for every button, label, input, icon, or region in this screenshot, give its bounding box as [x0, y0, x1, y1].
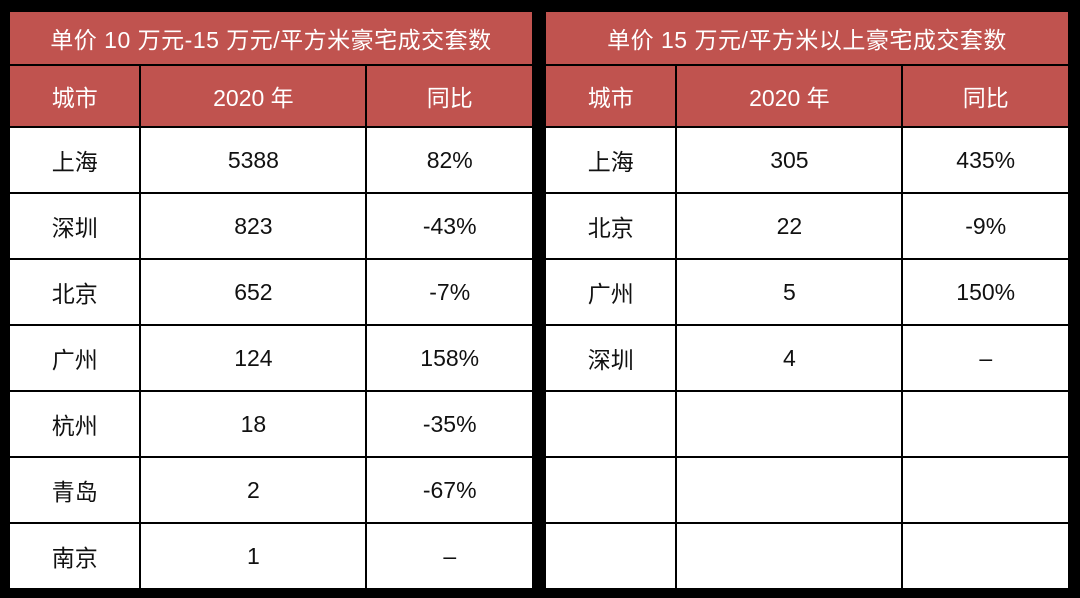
table-row: 深圳 823 -43% — [7, 192, 534, 260]
cell-yoy: -35% — [365, 390, 534, 458]
table-price-above-15: 单价 15 万元/平方米以上豪宅成交套数 城市 2020 年 同比 上海 305… — [543, 10, 1070, 590]
column-header-yoy: 同比 — [365, 64, 534, 128]
table-row-empty — [543, 456, 1070, 524]
column-header-row: 城市 2020 年 同比 — [543, 64, 1070, 128]
cell-2020-count: 652 — [139, 258, 368, 326]
table-row: 青岛 2 -67% — [7, 456, 534, 524]
cell-yoy: 150% — [901, 258, 1070, 326]
table-title-row: 单价 10 万元-15 万元/平方米豪宅成交套数 — [8, 10, 534, 66]
column-header-2020: 2020 年 — [139, 64, 368, 128]
column-header-row: 城市 2020 年 同比 — [7, 64, 534, 128]
cell-yoy: -67% — [365, 456, 534, 524]
cell-yoy: -9% — [901, 192, 1070, 260]
cell-yoy: 82% — [365, 126, 534, 194]
cell-city: 北京 — [7, 258, 142, 326]
cell-2020-count: 124 — [139, 324, 368, 392]
cell-city: 上海 — [7, 126, 142, 194]
cell-city: 广州 — [543, 258, 678, 326]
cell-city: 南京 — [7, 522, 142, 590]
table-row-empty — [543, 390, 1070, 458]
cell-city: 广州 — [7, 324, 142, 392]
table-row: 北京 652 -7% — [7, 258, 534, 326]
cell-2020-count — [675, 390, 904, 458]
cell-yoy — [901, 390, 1070, 458]
table-title-row: 单价 15 万元/平方米以上豪宅成交套数 — [544, 10, 1070, 66]
cell-2020-count: 4 — [675, 324, 904, 392]
table-row: 北京 22 -9% — [543, 192, 1070, 260]
cell-yoy: -43% — [365, 192, 534, 260]
cell-city: 青岛 — [7, 456, 142, 524]
cell-yoy: -7% — [365, 258, 534, 326]
table-row: 上海 305 435% — [543, 126, 1070, 194]
cell-2020-count — [675, 522, 904, 590]
cell-2020-count: 2 — [139, 456, 368, 524]
cell-city — [543, 456, 678, 524]
cell-2020-count: 18 — [139, 390, 368, 458]
table-row: 广州 124 158% — [7, 324, 534, 392]
column-header-city: 城市 — [543, 64, 678, 128]
cell-2020-count — [675, 456, 904, 524]
cell-city: 杭州 — [7, 390, 142, 458]
table-title: 单价 15 万元/平方米以上豪宅成交套数 — [544, 10, 1070, 66]
column-header-yoy: 同比 — [901, 64, 1070, 128]
cell-city: 北京 — [543, 192, 678, 260]
cell-yoy: 158% — [365, 324, 534, 392]
cell-yoy — [901, 522, 1070, 590]
cell-yoy — [901, 456, 1070, 524]
cell-2020-count: 5388 — [139, 126, 368, 194]
table-row: 杭州 18 -35% — [7, 390, 534, 458]
column-header-2020: 2020 年 — [675, 64, 904, 128]
cell-city: 深圳 — [7, 192, 142, 260]
cell-2020-count: 22 — [675, 192, 904, 260]
table-title: 单价 10 万元-15 万元/平方米豪宅成交套数 — [8, 10, 534, 66]
table-row-empty — [543, 522, 1070, 590]
cell-city: 上海 — [543, 126, 678, 194]
cell-city: 深圳 — [543, 324, 678, 392]
cell-2020-count: 823 — [139, 192, 368, 260]
cell-2020-count: 5 — [675, 258, 904, 326]
table-row: 上海 5388 82% — [7, 126, 534, 194]
table-row: 广州 5 150% — [543, 258, 1070, 326]
table-row: 深圳 4 – — [543, 324, 1070, 392]
cell-yoy: – — [901, 324, 1070, 392]
table-row: 南京 1 – — [7, 522, 534, 590]
table-price-10-to-15: 单价 10 万元-15 万元/平方米豪宅成交套数 城市 2020 年 同比 上海… — [7, 10, 534, 590]
column-header-city: 城市 — [7, 64, 142, 128]
cell-city — [543, 522, 678, 590]
cell-city — [543, 390, 678, 458]
cell-2020-count: 305 — [675, 126, 904, 194]
cell-2020-count: 1 — [139, 522, 368, 590]
cell-yoy: 435% — [901, 126, 1070, 194]
cell-yoy: – — [365, 522, 534, 590]
